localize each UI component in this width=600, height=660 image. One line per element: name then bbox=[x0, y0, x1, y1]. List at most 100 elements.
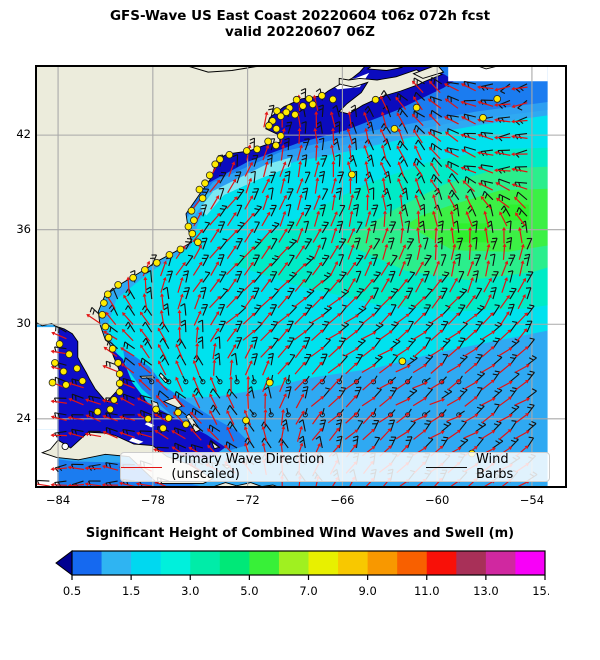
barb-feather bbox=[338, 241, 345, 243]
barb-feather bbox=[397, 107, 401, 113]
wave-arrow-shaft bbox=[327, 332, 340, 340]
wave-arrow-head bbox=[402, 260, 406, 265]
wave-arrow-shaft bbox=[346, 264, 355, 276]
barb-feather bbox=[146, 286, 151, 291]
wave-direction-legend-label: Primary Wave Direction (unscaled) bbox=[171, 452, 325, 482]
barb-feather bbox=[109, 362, 111, 368]
barb-feather bbox=[458, 307, 464, 309]
barb-feather bbox=[249, 141, 255, 145]
barb-feather bbox=[194, 445, 197, 451]
wave-arrow-shaft bbox=[412, 332, 425, 341]
wave-arrow-head bbox=[489, 312, 494, 317]
buoy-marker bbox=[242, 416, 250, 425]
wave-arrow-shaft bbox=[362, 315, 373, 325]
wind-barb bbox=[498, 178, 511, 184]
sw-corner-white bbox=[35, 429, 58, 488]
wind-barb bbox=[373, 272, 381, 283]
wave-arrow-shaft bbox=[397, 99, 407, 110]
wave-arrow-head bbox=[440, 430, 445, 435]
wave-arrow-shaft bbox=[107, 297, 116, 309]
barb-feather bbox=[325, 387, 331, 390]
wind-barb bbox=[446, 81, 459, 85]
wave-arrow-shaft bbox=[227, 214, 236, 227]
wind-barb bbox=[304, 257, 315, 267]
wave-arrow-shaft bbox=[226, 247, 236, 260]
wave-arrow-head bbox=[246, 375, 251, 380]
buoy-marker bbox=[153, 259, 161, 267]
wind-barb bbox=[405, 187, 409, 200]
wave-arrow-head bbox=[351, 227, 355, 232]
wave-arrow-shaft bbox=[416, 180, 422, 194]
wave-arrow-shaft bbox=[397, 148, 406, 161]
barb-feather bbox=[284, 137, 290, 141]
land-cape-breton bbox=[412, 65, 445, 79]
barb-feather bbox=[349, 158, 355, 163]
wave-arrow-head bbox=[511, 86, 515, 91]
wave-arrow-shaft bbox=[397, 115, 406, 127]
barb-feather bbox=[366, 109, 371, 114]
wind-barb bbox=[424, 255, 432, 267]
wave-arrow-shaft bbox=[209, 297, 219, 309]
wave-arrow-head bbox=[139, 328, 144, 333]
wave-arrow-head bbox=[216, 278, 220, 283]
wave-arrow-shaft bbox=[227, 181, 235, 194]
wave-arrow-shaft bbox=[348, 197, 353, 211]
barb-feather bbox=[211, 426, 214, 432]
wave-arrow-head bbox=[192, 376, 197, 381]
wave-arrow-head bbox=[457, 397, 462, 401]
wave-arrow-head bbox=[525, 430, 530, 435]
barb-feather bbox=[477, 353, 483, 356]
wave-arrow-head bbox=[188, 446, 193, 451]
wave-arrow-head bbox=[413, 129, 417, 134]
wave-arrow-head bbox=[216, 245, 221, 250]
wave-arrow-shaft bbox=[381, 131, 388, 144]
wave-arrow-head bbox=[182, 261, 186, 266]
wind-barb bbox=[202, 222, 211, 234]
wave-arrow-shaft bbox=[53, 351, 67, 355]
barb-feather bbox=[413, 158, 417, 164]
wave-arrow-head bbox=[355, 347, 360, 352]
barb-feather bbox=[340, 337, 346, 340]
barb-feather bbox=[326, 305, 332, 309]
wave-arrow-shaft bbox=[417, 213, 420, 227]
barb-feather bbox=[318, 174, 324, 177]
wave-arrow-head bbox=[215, 195, 220, 200]
wave-arrow-head bbox=[491, 364, 496, 368]
wind-barb bbox=[470, 188, 477, 200]
wave-arrow-head bbox=[86, 313, 91, 318]
buoy-marker bbox=[371, 95, 380, 104]
wave-arrow-head bbox=[504, 260, 509, 265]
wind-barb bbox=[526, 320, 533, 333]
wave-arrow-head bbox=[123, 294, 127, 299]
wave-arrow-shaft bbox=[227, 346, 235, 359]
wave-arrow-head bbox=[261, 442, 266, 447]
wind-barb bbox=[352, 155, 357, 167]
wind-barb bbox=[399, 107, 409, 118]
wind-barb bbox=[338, 154, 341, 167]
barb-feather bbox=[273, 337, 279, 340]
land-nova-scotia bbox=[338, 69, 444, 115]
wind-barb bbox=[372, 204, 379, 217]
wave-arrow-head bbox=[370, 428, 375, 433]
wind-barb bbox=[253, 206, 262, 217]
barb-feather bbox=[291, 238, 297, 242]
wave-arrow-shaft bbox=[107, 314, 117, 326]
barb-feather bbox=[498, 104, 503, 109]
wind-barb bbox=[267, 386, 272, 399]
wave-arrow-head bbox=[101, 482, 106, 487]
wind-barb bbox=[458, 289, 468, 300]
wave-arrow-shaft bbox=[397, 281, 407, 292]
wave-arrow-head bbox=[206, 428, 211, 433]
wave-arrow-shaft bbox=[481, 332, 493, 341]
wind-barb bbox=[270, 321, 279, 333]
calm-wind-circle bbox=[268, 412, 274, 418]
wave-arrow-shaft bbox=[480, 398, 493, 406]
wave-arrow-head bbox=[135, 482, 140, 487]
barb-feather bbox=[108, 304, 113, 310]
wave-arrow-shaft bbox=[228, 164, 234, 177]
barb-feather bbox=[475, 323, 481, 326]
wave-arrow-shaft bbox=[412, 415, 425, 423]
barb-feather bbox=[450, 192, 455, 198]
wind-barb bbox=[356, 289, 365, 300]
wind-barb bbox=[492, 305, 500, 316]
